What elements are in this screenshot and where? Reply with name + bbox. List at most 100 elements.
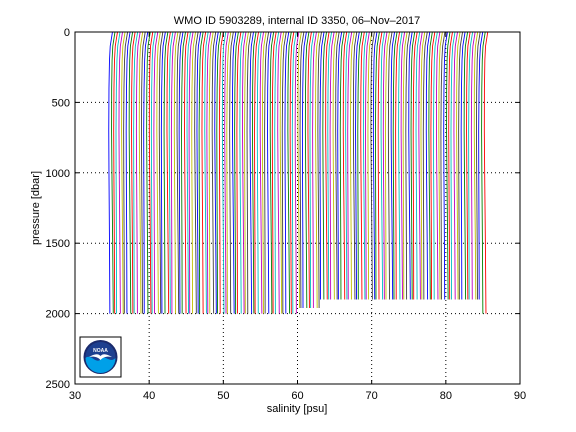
x-tick-label: 50 <box>217 390 229 402</box>
salinity-profile-line <box>274 31 280 314</box>
salinity-profile-line <box>211 31 217 314</box>
logo-gull <box>89 354 112 360</box>
salinity-profile-line <box>448 31 453 300</box>
salinity-profile-line <box>249 31 254 314</box>
salinity-profile-line <box>322 31 327 300</box>
salinity-profile-line <box>418 31 423 300</box>
salinity-profile-line <box>176 31 181 314</box>
axis-ticks <box>74 31 521 385</box>
salinity-profile-line <box>232 31 237 314</box>
salinity-profile-line <box>173 31 179 314</box>
salinity-profile-line <box>239 31 244 314</box>
salinity-profile-line <box>143 31 149 314</box>
x-axis-label: salinity [psu] <box>267 403 328 415</box>
salinity-profile-line <box>160 31 166 314</box>
salinity-profile-line <box>325 31 330 300</box>
salinity-profile-line <box>446 31 451 300</box>
salinity-profile-line <box>135 31 141 314</box>
salinity-profile-line <box>264 31 270 314</box>
salinity-profile-line <box>350 31 355 300</box>
salinity-profile-line <box>415 31 421 300</box>
salinity-profile-line <box>128 31 134 314</box>
salinity-profile-line <box>425 31 431 300</box>
salinity-profile-line <box>453 31 458 300</box>
salinity-profile-line <box>408 31 413 300</box>
salinity-profile-line <box>392 31 398 300</box>
salinity-profile-line <box>115 31 121 314</box>
salinity-profile-line <box>289 31 295 314</box>
salinity-profile-line <box>402 31 408 300</box>
salinity-profile-line <box>121 31 126 314</box>
salinity-profile-line <box>181 31 186 314</box>
salinity-profile-line <box>319 31 325 300</box>
salinity-profile-line <box>355 31 360 300</box>
x-tick-label: 90 <box>514 390 526 402</box>
salinity-profile-line <box>113 31 118 314</box>
salinity-profile-line <box>111 31 116 314</box>
salinity-profile-line <box>123 31 129 314</box>
salinity-profile-line <box>410 31 416 300</box>
salinity-profile-line <box>315 31 320 308</box>
salinity-profile-line <box>332 31 338 300</box>
salinity-profile-line <box>236 31 242 314</box>
salinity-profile-line <box>244 31 249 314</box>
salinity-profile-line <box>261 31 267 314</box>
salinity-profile-line <box>307 31 312 308</box>
salinity-profile-line <box>374 31 380 300</box>
salinity-profile-line <box>269 31 275 314</box>
salinity-profile-line <box>420 31 426 300</box>
x-tick-label: 30 <box>69 390 81 402</box>
salinity-profile-line <box>271 31 277 314</box>
salinity-profile-line <box>168 31 174 314</box>
y-tick-labels: 0 500 1000 1500 2000 2500 <box>46 27 70 391</box>
salinity-profile-line <box>476 31 481 300</box>
salinity-profile-line <box>184 31 189 314</box>
salinity-profile-line <box>287 31 292 314</box>
salinity-profile-line <box>208 31 214 314</box>
salinity-profile-line <box>450 31 456 300</box>
salinity-profile-line <box>468 31 474 300</box>
salinity-profile-line <box>277 31 282 314</box>
salinity-profile-line <box>430 31 436 300</box>
salinity-profile-line <box>188 31 194 314</box>
salinity-profile-line <box>301 31 307 308</box>
salinity-profile-line <box>483 31 489 314</box>
salinity-profile-line <box>382 31 388 300</box>
salinity-profile-line <box>133 31 139 314</box>
salinity-profile-line <box>478 31 484 300</box>
y-tick-label: 2000 <box>46 309 70 321</box>
salinity-profile-line <box>206 31 212 314</box>
salinity-profile-line <box>463 31 469 300</box>
salinity-profile-line <box>138 31 144 314</box>
salinity-profile-line <box>131 31 136 314</box>
x-tick-label: 80 <box>440 390 452 402</box>
y-axis-label: pressure [dbar] <box>30 171 42 245</box>
salinity-profile-line <box>385 31 390 300</box>
salinity-profile-line <box>229 31 234 314</box>
salinity-profile-line <box>387 31 393 300</box>
salinity-profile-line <box>226 31 232 314</box>
logo-text: NOAA <box>93 348 108 354</box>
salinity-profile-line <box>327 31 333 300</box>
salinity-profile-line <box>470 31 476 300</box>
salinity-profile-line <box>337 31 343 300</box>
salinity-profile-line <box>370 31 375 300</box>
salinity-profile-line <box>201 31 207 314</box>
salinity-profile-line <box>372 31 378 300</box>
salinity-profile-line <box>153 31 159 314</box>
salinity-profile-line <box>256 31 262 314</box>
salinity-profile-line <box>108 31 113 314</box>
salinity-profile-line <box>481 31 486 314</box>
salinity-profile-line <box>309 31 315 308</box>
salinity-profile-line <box>443 31 448 300</box>
salinity-profile-line <box>438 31 443 300</box>
x-tick-label: 40 <box>143 390 155 402</box>
salinity-profile-line <box>390 31 395 300</box>
y-tick-label: 1000 <box>46 168 70 180</box>
noaa-logo: NOAA <box>79 336 122 378</box>
salinity-profile-line <box>158 31 164 314</box>
salinity-profile-line <box>186 31 191 314</box>
salinity-profile-line <box>198 31 204 314</box>
salinity-profile-line <box>170 31 176 314</box>
